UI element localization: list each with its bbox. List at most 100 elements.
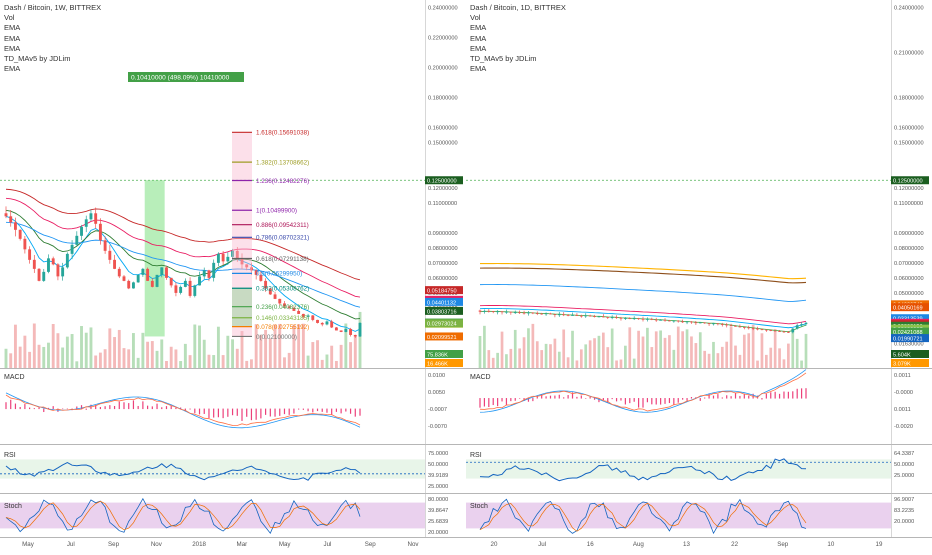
macd-histogram-bar (104, 406, 106, 410)
candle-body (672, 320, 676, 322)
volume-bar (122, 348, 126, 368)
volume-bar (641, 336, 645, 368)
candle-body (278, 298, 282, 304)
macd-histogram-bar (236, 408, 238, 416)
candle-body (292, 307, 296, 311)
macd-histogram-bar (24, 404, 26, 410)
candle-body (703, 322, 707, 324)
volume-bar (325, 354, 329, 368)
macd-histogram-bar (38, 407, 40, 410)
x-tick-label: Nov (407, 541, 419, 548)
macd-histogram-bar (660, 398, 662, 405)
macd-histogram-bar (655, 398, 657, 405)
volume-bar (800, 360, 803, 368)
right-chart-canvas[interactable]: 0.24000000 0.21000000 0.18000000 0.16000000… (466, 0, 932, 550)
y-tick-label: 0.09000000 (428, 231, 458, 237)
candle-body (747, 327, 751, 329)
volume-bar (760, 333, 764, 368)
x-tick-label: 10 (827, 541, 834, 548)
left-chart-canvas[interactable]: 0.24000000 0.22000000 0.20000000 0.18000000… (0, 0, 466, 550)
price-tag (425, 306, 463, 315)
volume-bar (690, 336, 693, 368)
volume-bar (663, 337, 667, 368)
volume-bar (751, 324, 755, 368)
candle-body (349, 328, 353, 335)
volume-bar (320, 359, 324, 368)
macd-histogram-bar (541, 394, 543, 399)
x-tick-label: May (279, 541, 292, 548)
left-chart[interactable]: 0.24000000 0.22000000 0.20000000 0.18000000… (0, 0, 466, 550)
price-tag-label: 0.03803716 (427, 309, 457, 315)
right-legend-ema-1: EMA (470, 23, 487, 33)
price-tag (425, 332, 463, 341)
moving-average-line (479, 267, 807, 284)
macd-histogram-bar (85, 408, 87, 410)
volume-bar (756, 360, 759, 368)
macd-histogram-bar (792, 391, 794, 399)
price-tag-label: 0.02099521 (427, 335, 457, 341)
candle-body (353, 334, 357, 337)
macd-histogram-bar (743, 393, 745, 399)
macd-histogram-bar (615, 398, 618, 402)
macd-histogram-bar (510, 398, 512, 402)
candle-body (681, 321, 684, 323)
macd-histogram-bar (5, 402, 7, 410)
macd-histogram-bar (712, 395, 715, 399)
candle-body (795, 325, 799, 329)
candle-body (804, 322, 808, 325)
macd-histogram-bar (686, 398, 688, 401)
volume-bar (47, 342, 50, 368)
volume-bar (301, 323, 305, 368)
candle-body (80, 226, 83, 236)
macd-histogram-bar (279, 408, 281, 416)
candle-body (254, 270, 258, 275)
candle-body (240, 258, 244, 265)
candle-body (4, 213, 8, 217)
candle-body (571, 315, 574, 316)
right-chart[interactable]: 0.24000000 0.21000000 0.18000000 0.16000000… (466, 0, 932, 550)
volume-bar (42, 346, 46, 368)
volume-bar (659, 330, 662, 368)
volume-bar (544, 343, 548, 368)
fib-level-label: 1.382(0.13708662) (256, 159, 309, 166)
macd-histogram-bar (642, 398, 644, 408)
stoch-band (466, 502, 891, 529)
macd-histogram-bar (505, 398, 508, 406)
volume-bar (557, 351, 561, 368)
candle-body (150, 280, 154, 287)
volume-bar (283, 357, 286, 368)
volume-bar (56, 333, 60, 368)
volume-bar (562, 329, 566, 368)
volume-bar (117, 329, 121, 368)
volume-bar (579, 349, 583, 368)
candle-body (358, 322, 362, 337)
candle-body (216, 253, 220, 263)
volume-bar (487, 350, 491, 368)
volume-bar (584, 344, 588, 368)
volume-bar (169, 346, 173, 368)
volume-bar (681, 331, 684, 368)
candle-body (531, 312, 535, 314)
candle-body (716, 323, 720, 325)
volume-bar (136, 357, 140, 368)
price-tag (425, 286, 463, 295)
candle-body (505, 311, 508, 313)
candle-body (663, 319, 667, 321)
price-tag (891, 334, 929, 343)
right-legend-title: Dash / Bitcoin, 1D, BITTREX (470, 3, 566, 12)
macd-histogram-bar (554, 395, 556, 399)
candle-body (108, 250, 112, 260)
volume-bar (292, 324, 296, 368)
candle-body (174, 285, 178, 293)
volume-bar (632, 358, 636, 368)
price-tag-label: 0.02421088 (893, 330, 923, 336)
candle-body (707, 323, 711, 325)
volume-bar (712, 341, 715, 368)
rsi-line (5, 462, 361, 481)
y-tick-label: 0.05000000 (894, 291, 924, 297)
macd-histogram-bar (800, 388, 803, 399)
volume-bar (725, 341, 729, 368)
volume-bar (212, 355, 216, 368)
macd-histogram-bar (19, 406, 21, 410)
volume-bar (765, 354, 768, 368)
